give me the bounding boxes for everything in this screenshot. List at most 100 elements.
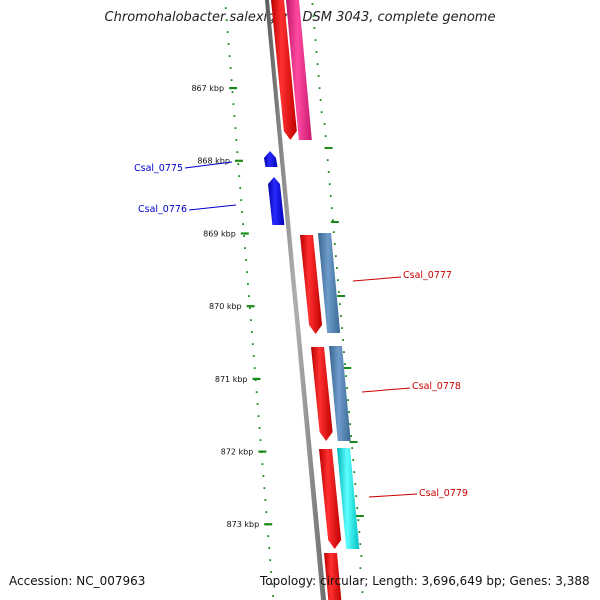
track-dot [241,211,244,213]
track-dot [353,471,356,473]
track-dash [337,295,346,297]
genome-summary-text: Topology: circular; Length: 3,696,649 bp… [260,574,590,588]
track-dot [264,499,267,501]
feature-bar [286,0,312,140]
gene-leader-line [361,387,411,393]
track-dot [270,571,273,573]
track-dot [230,79,233,81]
gene-track [264,0,342,600]
gene-arrow-csal-0778 [311,347,333,441]
track-dot [248,295,250,297]
track-dot [315,51,318,53]
track-dot [228,55,231,57]
tick-label: 867 kbp [191,84,224,93]
gene-label-csal-0777[interactable]: Csal_0777 [403,270,452,281]
track-dot [345,375,347,377]
track-dot [235,139,238,141]
track-dot [244,247,246,249]
track-dot [269,559,272,561]
gene-label-csal-0778[interactable]: Csal_0778 [412,381,461,392]
track-dot [360,579,363,581]
track-dot [240,199,243,201]
track-dot [233,115,236,117]
gene-leader-line [368,493,418,498]
track-dot [316,63,319,65]
gene-label-csal-0779[interactable]: Csal_0779 [419,488,468,499]
gene-arrow [271,0,297,140]
track-dot [338,291,340,293]
gene-arrow-csal-0777 [300,235,323,334]
track-dot [354,483,357,485]
track-dot [324,135,327,137]
track-dot [319,99,322,101]
track-dot [357,519,360,521]
track-dot [359,567,362,569]
track-dot [257,415,260,417]
track-dot [248,307,251,309]
track-dot [344,363,346,365]
track-dot [355,495,358,497]
track-dot [337,279,339,281]
track-dot [236,151,239,153]
track-dot [256,403,259,405]
track-dot [335,267,338,269]
track-dash [330,221,339,223]
track-dot [229,67,232,69]
tick-mark [252,377,261,380]
tick-label: 869 kbp [203,229,236,238]
track-dot [232,103,235,105]
track-dot [313,27,316,29]
gene-leader-line [184,161,233,169]
tick-mark [229,87,238,90]
track-dot [253,367,256,369]
gene-arrow-csal-0775 [264,151,278,167]
track-dot [331,219,334,221]
gene-leader-line [352,276,402,282]
tick-label: 871 kbp [215,375,248,384]
track-dot [343,351,345,353]
track-dot [347,399,349,401]
track-dash [349,441,358,443]
gene-labels: Csal_0775 Csal_0776 Csal_0777 Csal_0778 Csal… [134,161,468,499]
track-dot [267,535,270,537]
track-dot [261,463,264,465]
outer-tick-track [311,3,364,593]
track-dot [311,3,314,5]
track-dash [324,147,333,149]
track-dot [351,447,354,449]
track-dot [262,475,265,477]
track-dot [245,259,247,261]
track-dot [318,87,321,89]
track-dot [247,283,249,285]
gene-label-csal-0775[interactable]: Csal_0775 [134,163,183,174]
track-dot [346,387,348,389]
gene-arrow [324,553,342,600]
gene-arrow-csal-0776 [268,177,285,225]
position-ticks: 867 kbp 868 kbp 869 kbp 870 kbp 871 kbp 872 k… [191,84,273,529]
track-dot [237,163,240,165]
track-dot [359,543,362,545]
track-dot [333,243,336,245]
feature-bar [329,346,351,441]
tick-label: 868 kbp [197,157,230,166]
track-dot [263,487,266,489]
track-dot [356,507,359,509]
tick-mark [264,523,273,526]
track-dot [330,207,333,209]
gene-label-csal-0776[interactable]: Csal_0776 [138,204,187,215]
track-dot [265,511,268,513]
gene-leader-line [188,204,237,211]
track-dot [314,39,317,41]
track-dash [343,367,352,369]
tick-mark [234,159,243,162]
track-dot [320,111,323,113]
track-dot [350,435,353,437]
track-dot [312,15,315,17]
track-dot [348,411,351,413]
track-dot [328,183,331,185]
tick-label: 870 kbp [209,302,242,311]
track-dot [242,223,245,225]
track-dash [355,515,364,517]
track-dot [341,327,343,329]
